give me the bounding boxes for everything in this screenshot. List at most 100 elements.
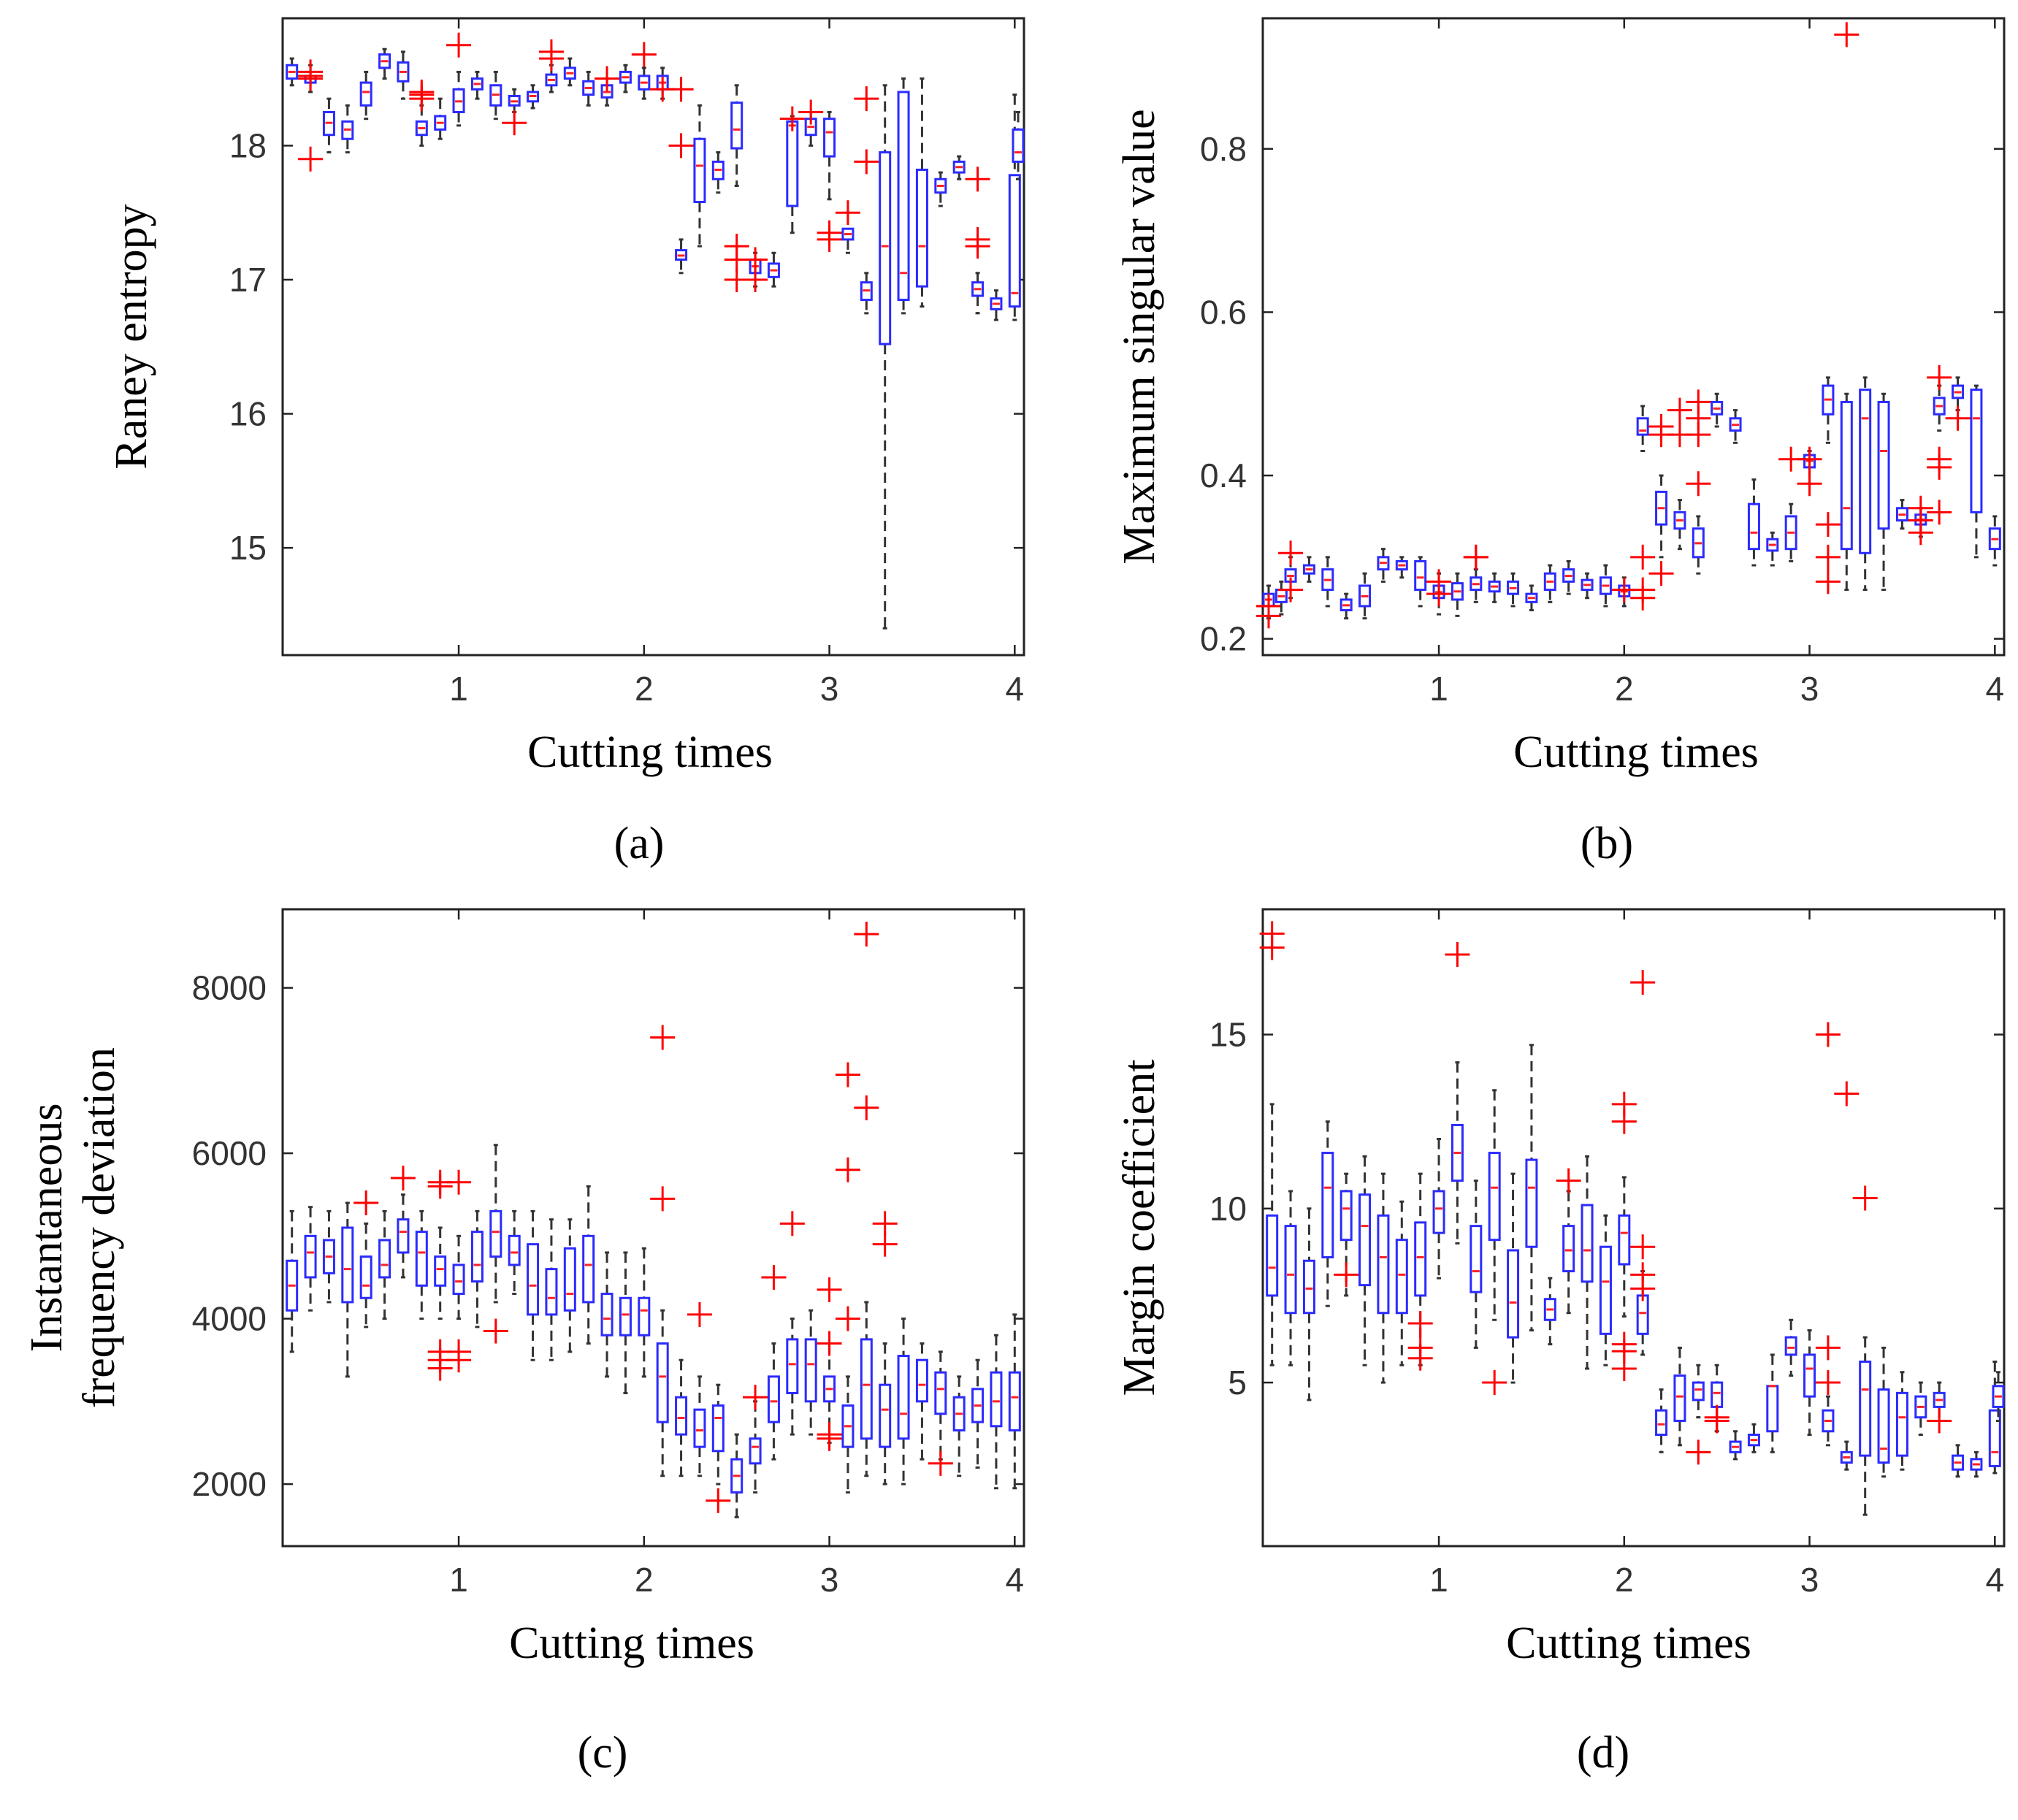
box-6: [1339, 592, 1353, 620]
box-13: [1463, 544, 1488, 603]
box-iqr: [304, 1234, 317, 1279]
box-iqr: [934, 1371, 947, 1415]
box-25: [1686, 389, 1711, 575]
box-iqr: [1747, 502, 1760, 551]
box-17: [1543, 564, 1556, 603]
box-32: [1815, 376, 1841, 594]
box-41: [1992, 1371, 2005, 1422]
box-2: [1284, 1190, 1297, 1366]
box-iqr: [563, 1247, 576, 1312]
box-39: [1970, 1450, 1983, 1478]
x-tick-label: 2: [635, 670, 654, 708]
box-10: [446, 32, 472, 127]
outlier-marker: [743, 247, 768, 272]
box-iqr: [786, 1338, 799, 1394]
box-iqr: [1469, 1225, 1483, 1293]
box-11: [1445, 941, 1470, 1244]
outlier-marker: [1556, 1168, 1581, 1193]
box-iqr: [1859, 389, 1872, 554]
box-24: [706, 1383, 731, 1513]
box-iqr: [359, 1255, 372, 1299]
box-iqr: [693, 1408, 706, 1448]
y-tick-label: 15: [229, 529, 267, 567]
outlier-marker: [779, 106, 805, 131]
box-iqr: [1859, 1360, 1872, 1457]
box-31: [835, 200, 860, 254]
box-37: [1908, 495, 1933, 546]
box-28: [1766, 1353, 1779, 1453]
outlier-marker: [1426, 569, 1452, 594]
box-iqr: [1012, 128, 1025, 163]
box-7: [1358, 572, 1372, 620]
outlier-marker: [965, 167, 990, 192]
outlier-marker: [1278, 540, 1304, 566]
box-iqr: [1877, 400, 1890, 530]
box-38: [965, 167, 990, 315]
x-tick-label: 1: [449, 1561, 468, 1599]
box-8: [1395, 1200, 1408, 1366]
box-31: [1797, 446, 1822, 497]
box-31: [1815, 1022, 1841, 1447]
box-5: [353, 1190, 379, 1328]
box-29: [804, 1309, 817, 1436]
outlier-marker: [724, 234, 749, 259]
outlier-marker: [409, 79, 435, 104]
box-36: [934, 171, 947, 207]
box-24: [1686, 1364, 1711, 1465]
box-iqr: [1488, 1152, 1501, 1242]
box-1: [286, 1209, 299, 1353]
box-26: [743, 247, 768, 292]
box-iqr: [823, 118, 836, 158]
box-16: [1543, 1277, 1556, 1346]
box-iqr: [730, 102, 744, 150]
box-39: [990, 1334, 1003, 1490]
box-11: [470, 70, 484, 100]
x-axis-label: Cutting times: [1513, 727, 1759, 777]
y-axis-label: Maximum singular value: [1115, 109, 1164, 564]
outlier-marker: [353, 1190, 379, 1216]
y-axis-label: Instantaneous: [22, 1104, 72, 1353]
outlier-marker: [817, 1426, 842, 1451]
outlier-marker: [390, 1166, 416, 1191]
box-40: [1008, 93, 1021, 321]
box-13: [502, 88, 527, 136]
box-37: [952, 155, 966, 180]
chart-panel-3: 2000 4000 6000 8000 1 2 3 4 Cutting times Instant…: [22, 908, 1025, 1778]
box-1: [1259, 921, 1285, 1366]
box-3: [322, 97, 335, 154]
outlier-marker: [1834, 1081, 1860, 1106]
box-iqr: [489, 1209, 502, 1258]
outlier-marker: [1259, 921, 1285, 947]
box-iqr: [990, 1371, 1003, 1428]
box-iqr: [1655, 1409, 1668, 1437]
outlier-marker: [1945, 405, 1971, 431]
box-2: [304, 1206, 317, 1312]
box-30: [1778, 446, 1804, 562]
box-iqr: [1302, 1259, 1315, 1315]
box-iqr: [1784, 1336, 1797, 1356]
box-33: [1852, 1185, 1878, 1516]
outlier-marker: [1927, 364, 1952, 390]
box-iqr: [1766, 1385, 1779, 1433]
box-21: [1630, 970, 1656, 1356]
box-18: [600, 1251, 614, 1378]
box-34: [1859, 376, 1872, 592]
box-iqr: [1358, 1193, 1372, 1287]
box-iqr: [1636, 1294, 1649, 1335]
box-22: [668, 77, 694, 275]
box-12: [1451, 572, 1464, 617]
x-tick-label: 2: [1615, 670, 1634, 708]
outlier-marker: [1815, 1370, 1841, 1396]
box-iqr: [675, 1396, 688, 1436]
box-iqr: [600, 1293, 614, 1337]
outlier-marker: [1686, 1439, 1711, 1465]
outlier-marker: [1630, 544, 1656, 570]
box-10: [446, 1169, 472, 1373]
box-16: [563, 57, 576, 87]
outlier-marker: [817, 220, 842, 245]
box-18: [1562, 559, 1575, 595]
x-tick-label: 3: [1800, 670, 1819, 708]
outlier-marker: [1797, 446, 1822, 472]
y-axis-label: Raney entropy: [107, 204, 156, 469]
box-13: [1482, 1089, 1507, 1396]
